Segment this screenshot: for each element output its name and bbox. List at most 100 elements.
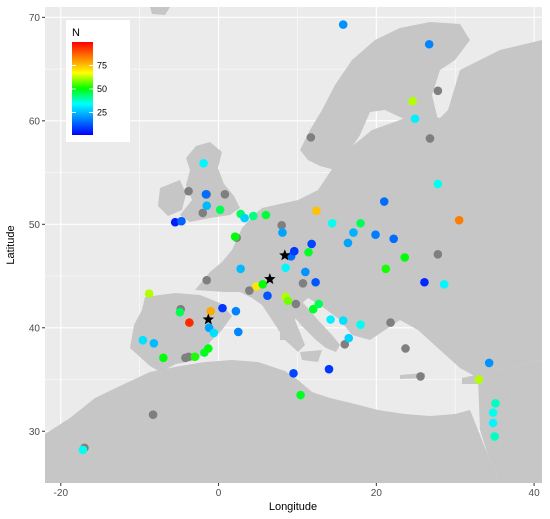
data-point xyxy=(308,304,318,314)
x-tick-label: 0 xyxy=(216,488,222,499)
data-point xyxy=(281,263,290,273)
data-point xyxy=(190,352,200,362)
data-point xyxy=(231,306,241,316)
data-point xyxy=(314,299,324,309)
data-point xyxy=(356,320,365,329)
star-marker xyxy=(264,273,276,284)
data-point xyxy=(311,277,320,287)
missing-data-point xyxy=(148,410,158,420)
data-point xyxy=(240,213,249,223)
missing-data-point xyxy=(277,221,286,230)
data-point xyxy=(185,318,194,327)
data-point xyxy=(484,358,494,368)
data-point xyxy=(454,215,464,225)
data-point xyxy=(170,217,180,227)
data-point xyxy=(389,234,398,244)
africa-landmass xyxy=(45,360,500,483)
data-point xyxy=(159,353,168,363)
data-point xyxy=(490,432,499,441)
missing-data-point xyxy=(220,189,230,199)
scandinavia-landmass xyxy=(300,22,470,170)
data-point xyxy=(326,315,335,324)
levant-landmass xyxy=(478,360,542,483)
star-marker xyxy=(202,313,215,325)
sicily-landmass xyxy=(300,350,322,362)
data-point xyxy=(204,344,213,353)
data-point xyxy=(202,201,212,210)
missing-data-point xyxy=(198,208,208,218)
missing-data-point xyxy=(202,275,212,285)
legend-tick-label: 75 xyxy=(97,60,107,70)
data-point xyxy=(218,303,227,313)
data-point xyxy=(474,375,484,384)
data-point xyxy=(177,216,186,226)
data-point xyxy=(201,189,211,199)
missing-data-point xyxy=(425,134,435,143)
y-tick-label: 30 xyxy=(29,427,41,438)
data-point xyxy=(138,335,148,345)
data-point xyxy=(283,296,293,306)
data-point xyxy=(206,306,215,316)
data-point xyxy=(312,206,321,216)
data-point xyxy=(491,399,500,408)
missing-data-point xyxy=(433,86,443,96)
data-point xyxy=(199,158,208,168)
y-tick-label: 60 xyxy=(29,116,41,127)
x-tick-label: 20 xyxy=(371,488,383,499)
y-axis-title: Latitude xyxy=(5,225,17,264)
x-tick-label: 40 xyxy=(529,488,541,499)
data-point xyxy=(349,228,358,237)
data-point xyxy=(356,218,365,228)
missing-data-point xyxy=(298,278,308,288)
data-point xyxy=(248,211,258,221)
legend-tick-label: 25 xyxy=(97,107,107,117)
missing-data-point xyxy=(184,186,193,196)
missing-data-point xyxy=(291,299,301,309)
data-point xyxy=(233,327,243,337)
data-point xyxy=(424,39,434,49)
star-marker xyxy=(279,249,291,261)
data-point xyxy=(344,333,354,343)
legend-colorbar xyxy=(72,42,93,135)
data-point xyxy=(261,210,271,220)
data-point xyxy=(263,291,272,301)
data-point xyxy=(327,218,337,228)
data-point xyxy=(144,289,154,298)
y-tick-label: 50 xyxy=(29,220,41,231)
data-point xyxy=(304,247,313,257)
missing-data-point xyxy=(245,286,254,295)
land-masses xyxy=(45,7,542,483)
data-points xyxy=(78,20,500,455)
missing-data-point xyxy=(306,133,316,142)
missing-data-point xyxy=(416,372,425,381)
ireland-landmass xyxy=(158,180,186,216)
data-point xyxy=(289,246,299,256)
data-point xyxy=(149,339,159,348)
legend-title: N xyxy=(72,27,80,39)
data-point xyxy=(439,280,449,289)
data-point xyxy=(381,264,391,274)
missing-data-point xyxy=(386,318,395,327)
x-tick-label: -20 xyxy=(54,488,69,499)
north-landmass xyxy=(150,7,170,15)
data-point xyxy=(209,328,219,338)
missing-data-point xyxy=(340,340,350,349)
data-point xyxy=(410,114,420,124)
data-point xyxy=(175,307,185,317)
missing-data-point xyxy=(181,353,190,363)
legend-ticks: 25 50 75 xyxy=(72,60,107,117)
data-point xyxy=(343,238,353,248)
data-point xyxy=(258,280,268,289)
data-point xyxy=(301,267,310,277)
x-axis-title: Longitude xyxy=(269,501,317,513)
data-point xyxy=(400,253,410,262)
y-tick-label: 70 xyxy=(29,13,41,24)
data-point xyxy=(78,445,88,455)
data-point xyxy=(371,230,380,239)
data-point xyxy=(296,390,305,400)
iberia-landmass xyxy=(130,293,232,372)
data-point xyxy=(338,316,348,325)
data-point xyxy=(236,264,245,274)
data-point xyxy=(488,408,498,417)
